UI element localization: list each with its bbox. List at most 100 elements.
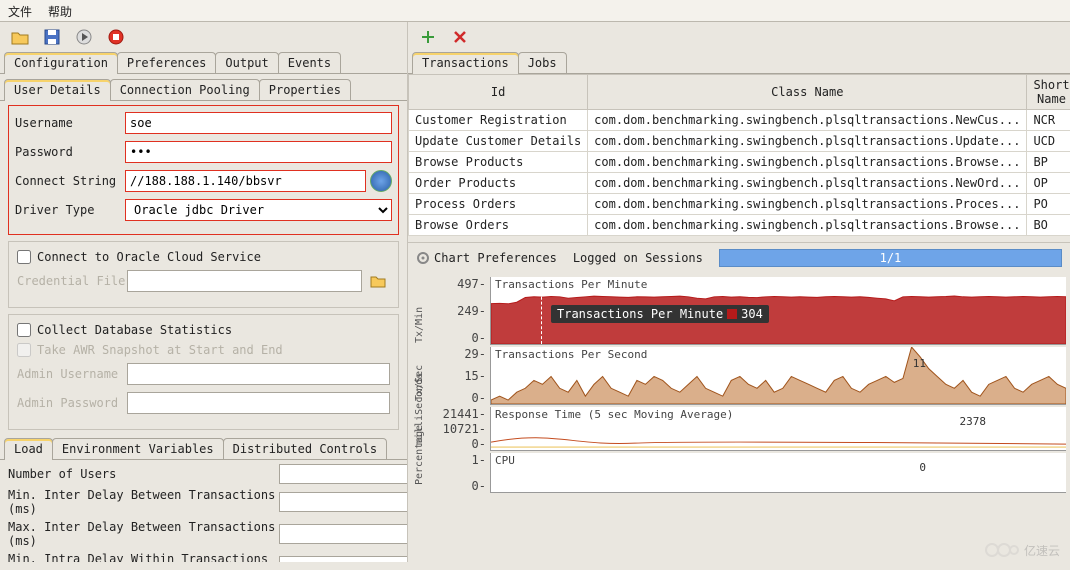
tooltip-label: Transactions Per Minute [557, 307, 723, 321]
menu-bar: 文件 帮助 [0, 0, 1070, 22]
axis-tick: 0- [432, 331, 486, 345]
right-tab-row: Transactions Jobs [408, 52, 1070, 74]
username-input[interactable] [125, 112, 392, 134]
tab-preferences[interactable]: Preferences [117, 52, 216, 73]
axis-tick: 249- [432, 304, 486, 318]
connect-cloud-checkbox[interactable] [17, 250, 31, 264]
tab-load[interactable]: Load [4, 438, 53, 459]
tpm-axis-label: Tx/Min [412, 277, 432, 345]
table-header[interactable]: Short Name [1027, 75, 1070, 110]
table-cell: com.dom.benchmarking.swingbench.plsqltra… [588, 110, 1027, 131]
load-tab-row: Load Environment Variables Distributed C… [0, 438, 407, 460]
axis-tick: 0- [432, 479, 486, 493]
right-pane: Transactions Jobs IdClass NameShort Name… [408, 22, 1070, 562]
tab-jobs[interactable]: Jobs [518, 52, 567, 73]
chart-value-label: 11 [913, 357, 926, 370]
load-input[interactable] [279, 492, 408, 512]
collect-stats-label: Collect Database Statistics [37, 323, 232, 337]
admin-username-label: Admin Username [17, 367, 127, 381]
tab-dist-controls[interactable]: Distributed Controls [223, 438, 388, 459]
tab-transactions[interactable]: Transactions [412, 52, 519, 73]
load-input[interactable] [279, 556, 408, 562]
connect-string-label: Connect String [15, 174, 125, 188]
connect-string-input[interactable] [125, 170, 366, 192]
table-cell: com.dom.benchmarking.swingbench.plsqltra… [588, 194, 1027, 215]
load-input[interactable] [279, 524, 408, 544]
tab-configuration[interactable]: Configuration [4, 52, 118, 73]
load-settings: Number of Users ▲▼Min. Inter Delay Betwe… [0, 464, 407, 562]
chart-title: CPU [495, 454, 515, 467]
chart-prefs-bar: Chart Preferences Logged on Sessions 1/1 [408, 242, 1070, 273]
admin-password-input[interactable] [127, 392, 390, 414]
watermark: 亿速云 [984, 540, 1060, 560]
axis-tick: 15- [432, 369, 486, 383]
tab-user-details[interactable]: User Details [4, 79, 111, 100]
tab-events[interactable]: Events [278, 52, 341, 73]
tab-env-vars[interactable]: Environment Variables [52, 438, 224, 459]
remove-transaction-button[interactable] [448, 25, 472, 49]
axis-tick: 0- [432, 391, 486, 405]
chart-title: Transactions Per Second [495, 348, 647, 361]
gear-icon [416, 251, 430, 265]
left-tab-row: Configuration Preferences Output Events [0, 52, 407, 74]
user-details-form: Username Password Connect String Driver … [8, 105, 399, 235]
chart-resp: Response Time (5 sec Moving Average)2378 [490, 407, 1066, 451]
play-button[interactable] [72, 25, 96, 49]
dbstats-panel: Collect Database Statistics Take AWR Sna… [8, 314, 399, 430]
chart-prefs-label[interactable]: Chart Preferences [434, 251, 557, 265]
password-input[interactable] [125, 141, 392, 163]
test-connection-button[interactable] [370, 170, 392, 192]
tooltip-swatch [727, 309, 737, 319]
sub-tab-row: User Details Connection Pooling Properti… [0, 79, 407, 101]
table-cell: com.dom.benchmarking.swingbench.plsqltra… [588, 131, 1027, 152]
table-row[interactable]: Order Productscom.dom.benchmarking.swing… [409, 173, 1070, 194]
collect-stats-checkbox[interactable] [17, 323, 31, 337]
table-cell: OP [1027, 173, 1070, 194]
table-cell: Browse Products [409, 152, 588, 173]
add-transaction-button[interactable] [416, 25, 440, 49]
axis-tick: 1- [432, 453, 486, 467]
load-label: Number of Users [8, 467, 279, 481]
browse-credential-button[interactable] [366, 269, 390, 293]
tab-connection-pooling[interactable]: Connection Pooling [110, 79, 260, 100]
table-row[interactable]: Customer Registrationcom.dom.benchmarkin… [409, 110, 1070, 131]
table-header[interactable]: Class Name [588, 75, 1027, 110]
cloud-panel: Connect to Oracle Cloud Service Credenti… [8, 241, 399, 308]
credential-file-input[interactable] [127, 270, 362, 292]
open-button[interactable] [8, 25, 32, 49]
transactions-table: IdClass NameShort Name Customer Registra… [408, 74, 1070, 236]
save-button[interactable] [40, 25, 64, 49]
chart-cpu: CPU 0 [490, 453, 1066, 493]
sessions-progress: 1/1 [719, 249, 1062, 267]
table-cell: Process Orders [409, 194, 588, 215]
table-row[interactable]: Update Customer Detailscom.dom.benchmark… [409, 131, 1070, 152]
menu-help[interactable]: 帮助 [48, 3, 72, 18]
tab-output[interactable]: Output [215, 52, 278, 73]
logged-on-label: Logged on Sessions [573, 251, 703, 265]
admin-username-input[interactable] [127, 363, 390, 385]
table-cell: Order Products [409, 173, 588, 194]
charts-area: Tx/Min Tx/Sec milliSeconds Percentage 49… [408, 273, 1070, 495]
table-cell: Browse Orders [409, 215, 588, 236]
awr-snapshot-label: Take AWR Snapshot at Start and End [37, 343, 283, 357]
left-toolbar [0, 22, 407, 52]
table-row[interactable]: Browse Productscom.dom.benchmarking.swin… [409, 152, 1070, 173]
chart-tpm: Transactions Per Minute Transactions Per … [490, 277, 1066, 345]
table-row[interactable]: Browse Orderscom.dom.benchmarking.swingb… [409, 215, 1070, 236]
menu-file[interactable]: 文件 [8, 3, 32, 18]
table-cell: com.dom.benchmarking.swingbench.plsqltra… [588, 152, 1027, 173]
right-toolbar [408, 22, 1070, 52]
driver-type-select[interactable]: Oracle jdbc Driver [125, 199, 392, 221]
stop-button[interactable] [104, 25, 128, 49]
table-cell: Update Customer Details [409, 131, 588, 152]
table-header[interactable]: Id [409, 75, 588, 110]
chart-value-label: 0 [919, 461, 926, 474]
axis-tick: 497- [432, 277, 486, 291]
driver-type-label: Driver Type [15, 203, 125, 217]
chart-title: Response Time (5 sec Moving Average) [495, 408, 733, 421]
axis-tick: 21441- [432, 407, 486, 421]
tab-properties[interactable]: Properties [259, 79, 351, 100]
load-input[interactable] [279, 464, 408, 484]
table-row[interactable]: Process Orderscom.dom.benchmarking.swing… [409, 194, 1070, 215]
chart-title: Transactions Per Minute [495, 278, 647, 291]
